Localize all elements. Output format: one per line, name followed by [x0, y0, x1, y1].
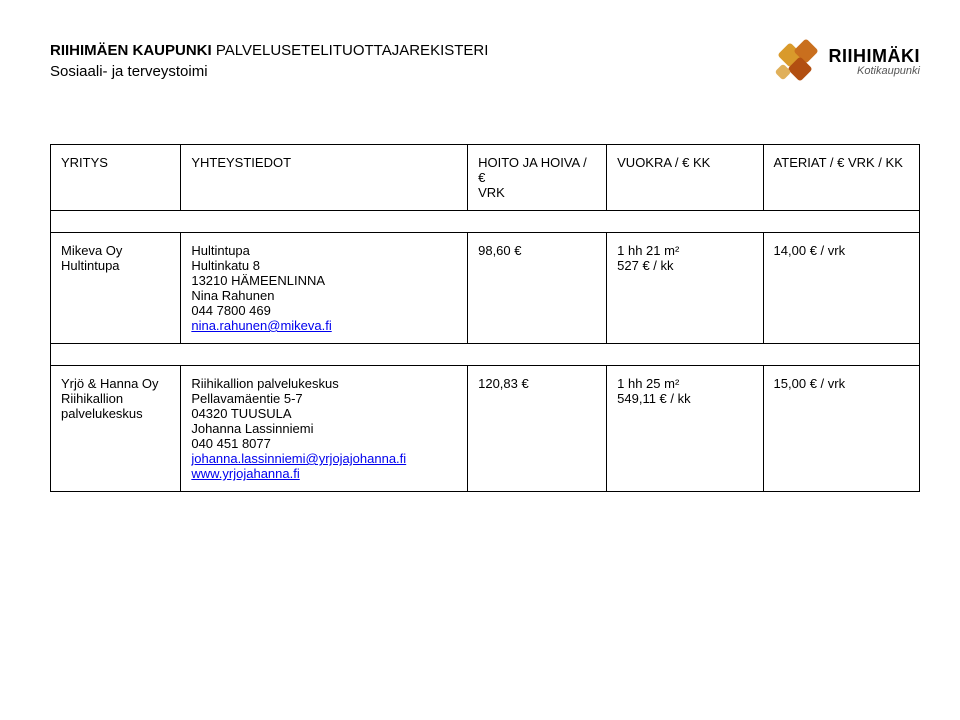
col-meals: ATERIAT / € VRK / KK	[763, 145, 919, 211]
table-row: Yrjö & Hanna Oy Riihikallion palvelukesk…	[51, 366, 920, 492]
page: RIIHIMÄEN KAUPUNKI PALVELUSETELITUOTTAJA…	[0, 0, 960, 532]
logo-main: RIIHIMÄKI	[829, 47, 921, 66]
web-link[interactable]: www.yrjojahanna.fi	[191, 466, 299, 481]
cell-company: Mikeva Oy Hultintupa	[51, 233, 181, 344]
col-company: YRITYS	[51, 145, 181, 211]
header-text: RIIHIMÄEN KAUPUNKI PALVELUSETELITUOTTAJA…	[50, 40, 488, 82]
email-link[interactable]: johanna.lassinniemi@yrjojajohanna.fi	[191, 451, 406, 466]
col-contact: YHTEYSTIEDOT	[181, 145, 468, 211]
email-link[interactable]: nina.rahunen@mikeva.fi	[191, 318, 331, 333]
cell-care: 120,83 €	[468, 366, 607, 492]
org-name: RIIHIMÄEN KAUPUNKI	[50, 42, 212, 59]
registry-title: PALVELUSETELITUOTTAJAREKISTERI	[216, 42, 489, 59]
col-rent: VUOKRA / € KK	[607, 145, 763, 211]
logo-text: RIIHIMÄKI Kotikaupunki	[829, 47, 921, 77]
table-header-row: YRITYS YHTEYSTIEDOT HOITO JA HOIVA / € V…	[51, 145, 920, 211]
cell-meals: 15,00 € / vrk	[763, 366, 919, 492]
cell-contact: Hultintupa Hultinkatu 8 13210 HÄMEENLINN…	[181, 233, 468, 344]
provider-table: YRITYS YHTEYSTIEDOT HOITO JA HOIVA / € V…	[50, 144, 920, 492]
cell-rent: 1 hh 25 m² 549,11 € / kk	[607, 366, 763, 492]
logo-mark-icon	[777, 40, 821, 84]
spacer-row	[51, 344, 920, 366]
table-row: Mikeva Oy Hultintupa Hultintupa Hultinka…	[51, 233, 920, 344]
cell-company: Yrjö & Hanna Oy Riihikallion palvelukesk…	[51, 366, 181, 492]
spacer-row	[51, 211, 920, 233]
col-care: HOITO JA HOIVA / € VRK	[468, 145, 607, 211]
cell-care: 98,60 €	[468, 233, 607, 344]
logo: RIIHIMÄKI Kotikaupunki	[777, 40, 921, 84]
cell-meals: 14,00 € / vrk	[763, 233, 919, 344]
page-header: RIIHIMÄEN KAUPUNKI PALVELUSETELITUOTTAJA…	[50, 40, 920, 84]
header-subline: Sosiaali- ja terveystoimi	[50, 61, 488, 82]
header-line-1: RIIHIMÄEN KAUPUNKI PALVELUSETELITUOTTAJA…	[50, 40, 488, 61]
cell-contact: Riihikallion palvelukeskus Pellavamäenti…	[181, 366, 468, 492]
logo-sub: Kotikaupunki	[829, 66, 921, 78]
cell-rent: 1 hh 21 m² 527 € / kk	[607, 233, 763, 344]
